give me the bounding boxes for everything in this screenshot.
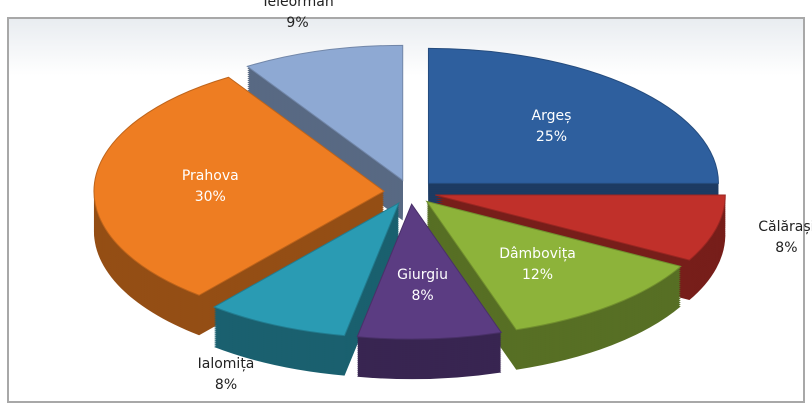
slice-label: Teleorman bbox=[260, 0, 333, 10]
slice-label: Argeș bbox=[532, 108, 572, 124]
labels: Argeș 25% Călărași 8% Dâmbovița 12% Giurgiu 8% I… bbox=[182, 0, 812, 393]
pie bbox=[93, 44, 726, 380]
slice-label: Dâmbovița bbox=[499, 246, 576, 262]
slice-value-label: 30% bbox=[195, 189, 226, 205]
slice bbox=[356, 203, 503, 340]
slice bbox=[425, 200, 682, 331]
slice-value-label: 25% bbox=[536, 129, 567, 145]
slice bbox=[435, 194, 726, 261]
slice-label: Ialomița bbox=[198, 356, 255, 372]
slice bbox=[246, 44, 404, 182]
slice bbox=[427, 47, 719, 184]
slice-value-label: 8% bbox=[411, 288, 433, 304]
slice bbox=[212, 201, 400, 337]
slice-label: Călărași bbox=[758, 219, 812, 235]
slice-label: Prahova bbox=[182, 168, 239, 184]
slice bbox=[93, 76, 385, 296]
slice-value-label: 12% bbox=[522, 267, 553, 283]
slice-label: Giurgiu bbox=[397, 267, 448, 283]
slice-value-label: 8% bbox=[215, 377, 237, 393]
slice-value-label: 9% bbox=[286, 15, 308, 31]
slice-value-label: 8% bbox=[775, 240, 797, 256]
